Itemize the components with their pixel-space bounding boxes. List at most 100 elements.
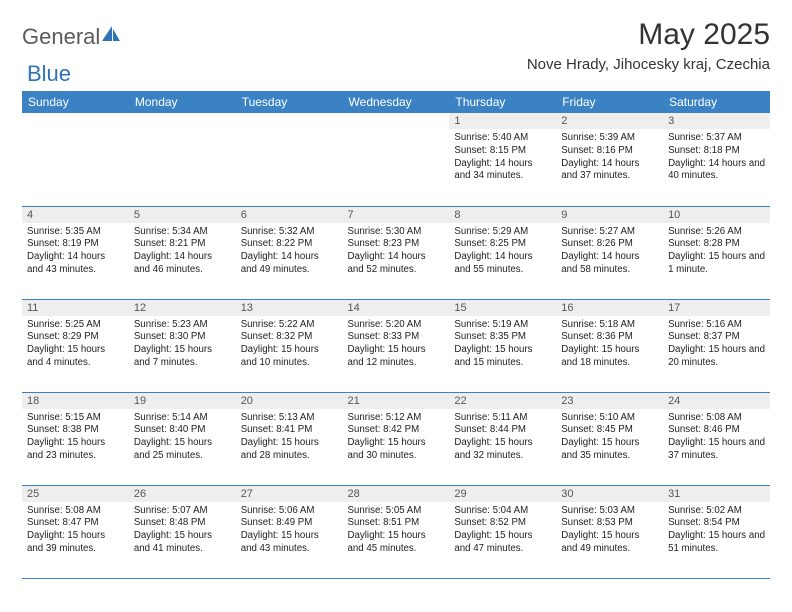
sunset-text: Sunset: 8:53 PM [561, 517, 658, 530]
calendar-cell: 29Sunrise: 5:04 AMSunset: 8:52 PMDayligh… [449, 485, 556, 578]
day-number: 23 [556, 393, 663, 409]
day-body: Sunrise: 5:18 AMSunset: 8:36 PMDaylight:… [556, 316, 663, 374]
calendar-row: 25Sunrise: 5:08 AMSunset: 8:47 PMDayligh… [22, 485, 770, 578]
sunset-text: Sunset: 8:52 PM [454, 517, 551, 530]
sunset-text: Sunset: 8:18 PM [668, 145, 765, 158]
sunset-text: Sunset: 8:37 PM [668, 331, 765, 344]
day-number: 27 [236, 486, 343, 502]
sunrise-text: Sunrise: 5:08 AM [27, 505, 124, 518]
sunset-text: Sunset: 8:49 PM [241, 517, 338, 530]
day-number: 26 [129, 486, 236, 502]
day-body: Sunrise: 5:35 AMSunset: 8:19 PMDaylight:… [22, 223, 129, 281]
sunset-text: Sunset: 8:32 PM [241, 331, 338, 344]
sunrise-text: Sunrise: 5:15 AM [27, 412, 124, 425]
sunset-text: Sunset: 8:40 PM [134, 424, 231, 437]
day-body: Sunrise: 5:34 AMSunset: 8:21 PMDaylight:… [129, 223, 236, 281]
calendar-cell: 21Sunrise: 5:12 AMSunset: 8:42 PMDayligh… [343, 392, 450, 485]
sunrise-text: Sunrise: 5:06 AM [241, 505, 338, 518]
day-number: 6 [236, 207, 343, 223]
daylight-text: Daylight: 15 hours and 10 minutes. [241, 344, 338, 370]
sunrise-text: Sunrise: 5:11 AM [454, 412, 551, 425]
calendar-cell: 7Sunrise: 5:30 AMSunset: 8:23 PMDaylight… [343, 206, 450, 299]
day-number: 17 [663, 300, 770, 316]
calendar-cell: 20Sunrise: 5:13 AMSunset: 8:41 PMDayligh… [236, 392, 343, 485]
sunrise-text: Sunrise: 5:19 AM [454, 319, 551, 332]
day-body: Sunrise: 5:22 AMSunset: 8:32 PMDaylight:… [236, 316, 343, 374]
daylight-text: Daylight: 14 hours and 49 minutes. [241, 251, 338, 277]
calendar-cell: 2Sunrise: 5:39 AMSunset: 8:16 PMDaylight… [556, 113, 663, 206]
sunset-text: Sunset: 8:29 PM [27, 331, 124, 344]
sunrise-text: Sunrise: 5:22 AM [241, 319, 338, 332]
calendar-row: 1Sunrise: 5:40 AMSunset: 8:15 PMDaylight… [22, 113, 770, 206]
day-number: 21 [343, 393, 450, 409]
sunrise-text: Sunrise: 5:26 AM [668, 226, 765, 239]
day-number: 5 [129, 207, 236, 223]
calendar-cell: 26Sunrise: 5:07 AMSunset: 8:48 PMDayligh… [129, 485, 236, 578]
calendar-cell: 19Sunrise: 5:14 AMSunset: 8:40 PMDayligh… [129, 392, 236, 485]
calendar-cell: 10 Sunrise: 5:26 AMSunset: 8:28 PMDayligh… [663, 206, 770, 299]
sunset-text: Sunset: 8:48 PM [134, 517, 231, 530]
day-body: Sunrise: 5:15 AMSunset: 8:38 PMDaylight:… [22, 409, 129, 467]
day-header-row: Sunday Monday Tuesday Wednesday Thursday… [22, 91, 770, 113]
day-header: Sunday [22, 91, 129, 113]
day-header: Saturday [663, 91, 770, 113]
daylight-text: Daylight: 14 hours and 34 minutes. [454, 158, 551, 184]
sunrise-text: Sunrise: 5:10 AM [561, 412, 658, 425]
calendar-cell: 27Sunrise: 5:06 AMSunset: 8:49 PMDayligh… [236, 485, 343, 578]
sunset-text: Sunset: 8:33 PM [348, 331, 445, 344]
logo-word-1: General [22, 24, 100, 50]
day-number: 1 [449, 113, 556, 129]
day-body: Sunrise: 5:03 AMSunset: 8:53 PMDaylight:… [556, 502, 663, 560]
day-number: 25 [22, 486, 129, 502]
day-number: 14 [343, 300, 450, 316]
day-number: 19 [129, 393, 236, 409]
sail-icon [101, 24, 121, 50]
sunrise-text: Sunrise: 5:02 AM [668, 505, 765, 518]
sunset-text: Sunset: 8:41 PM [241, 424, 338, 437]
daylight-text: Daylight: 15 hours and 47 minutes. [454, 530, 551, 556]
day-header: Thursday [449, 91, 556, 113]
day-body: Sunrise: 5:07 AMSunset: 8:48 PMDaylight:… [129, 502, 236, 560]
calendar-cell: 15Sunrise: 5:19 AMSunset: 8:35 PMDayligh… [449, 299, 556, 392]
day-number: 31 [663, 486, 770, 502]
day-body: Sunrise: 5:05 AMSunset: 8:51 PMDaylight:… [343, 502, 450, 560]
sunset-text: Sunset: 8:54 PM [668, 517, 765, 530]
day-body: Sunrise: 5:30 AMSunset: 8:23 PMDaylight:… [343, 223, 450, 281]
day-body: Sunrise: 5:37 AMSunset: 8:18 PMDaylight:… [663, 129, 770, 187]
daylight-text: Daylight: 15 hours and 45 minutes. [348, 530, 445, 556]
day-header: Monday [129, 91, 236, 113]
calendar-cell: 3Sunrise: 5:37 AMSunset: 8:18 PMDaylight… [663, 113, 770, 206]
daylight-text: Daylight: 14 hours and 58 minutes. [561, 251, 658, 277]
sunrise-text: Sunrise: 5:40 AM [454, 132, 551, 145]
daylight-text: Daylight: 15 hours and 39 minutes. [27, 530, 124, 556]
sunset-text: Sunset: 8:47 PM [27, 517, 124, 530]
logo-word-2: Blue [27, 61, 71, 86]
day-header: Friday [556, 91, 663, 113]
day-body: Sunrise: 5:29 AMSunset: 8:25 PMDaylight:… [449, 223, 556, 281]
sunrise-text: Sunrise: 5:32 AM [241, 226, 338, 239]
daylight-text: Daylight: 15 hours and 1 minute. [668, 251, 765, 277]
day-body: Sunrise: 5:08 AMSunset: 8:47 PMDaylight:… [22, 502, 129, 560]
day-number: 24 [663, 393, 770, 409]
day-number: 9 [556, 207, 663, 223]
sunset-text: Sunset: 8:35 PM [454, 331, 551, 344]
day-number: 16 [556, 300, 663, 316]
daylight-text: Daylight: 15 hours and 51 minutes. [668, 530, 765, 556]
day-body: Sunrise: 5:27 AMSunset: 8:26 PMDaylight:… [556, 223, 663, 281]
sunrise-text: Sunrise: 5:35 AM [27, 226, 124, 239]
day-number: 10 [663, 207, 770, 223]
calendar-cell: 14Sunrise: 5:20 AMSunset: 8:33 PMDayligh… [343, 299, 450, 392]
sunrise-text: Sunrise: 5:37 AM [668, 132, 765, 145]
daylight-text: Daylight: 14 hours and 46 minutes. [134, 251, 231, 277]
calendar-cell: 22Sunrise: 5:11 AMSunset: 8:44 PMDayligh… [449, 392, 556, 485]
day-header: Tuesday [236, 91, 343, 113]
sunrise-text: Sunrise: 5:27 AM [561, 226, 658, 239]
calendar-cell: 25Sunrise: 5:08 AMSunset: 8:47 PMDayligh… [22, 485, 129, 578]
daylight-text: Daylight: 15 hours and 28 minutes. [241, 437, 338, 463]
daylight-text: Daylight: 15 hours and 25 minutes. [134, 437, 231, 463]
sunrise-text: Sunrise: 5:34 AM [134, 226, 231, 239]
sunrise-text: Sunrise: 5:03 AM [561, 505, 658, 518]
calendar-page: General May 2025 Nove Hrady, Jihocesky k… [0, 0, 792, 579]
calendar-cell: 13Sunrise: 5:22 AMSunset: 8:32 PMDayligh… [236, 299, 343, 392]
sunset-text: Sunset: 8:28 PM [668, 238, 765, 251]
